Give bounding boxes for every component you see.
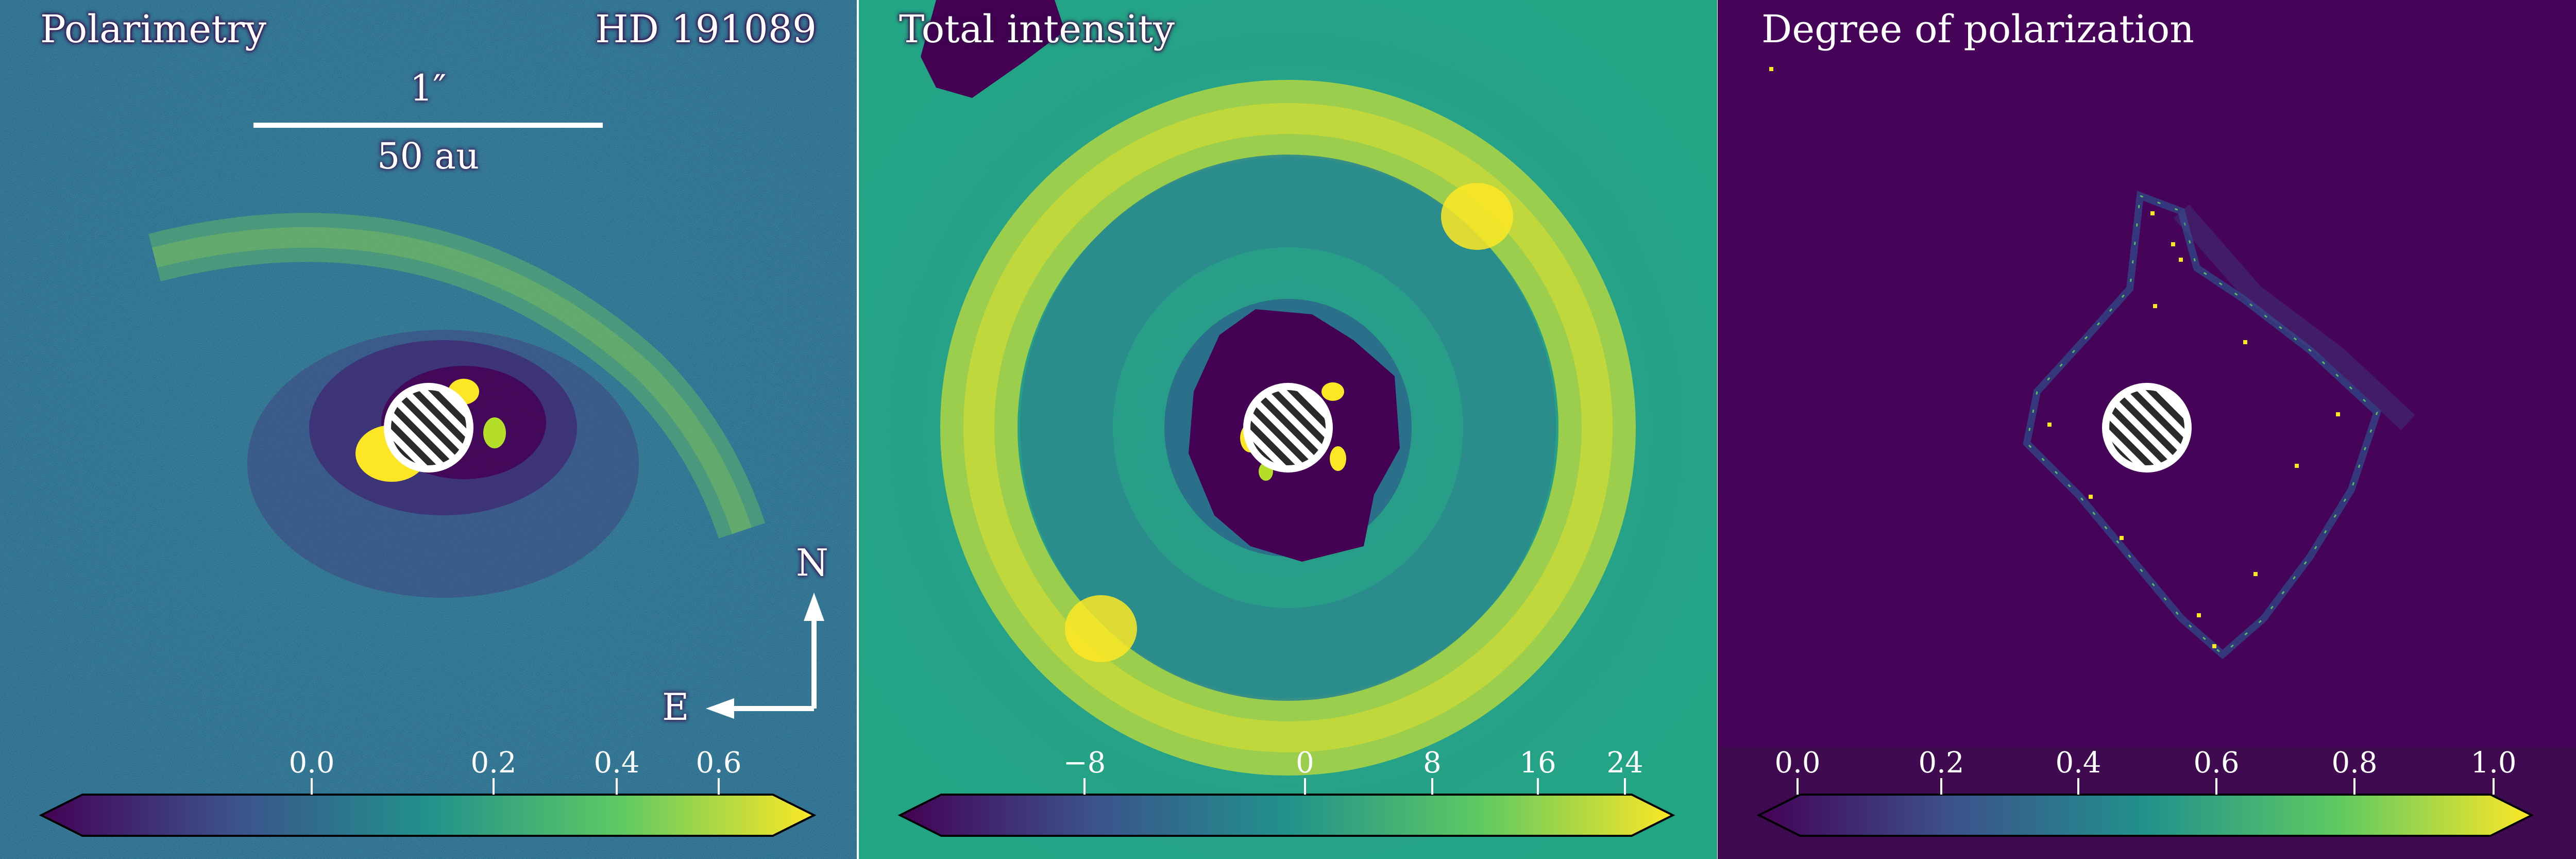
colorbar-tick-label: −8 xyxy=(1063,746,1106,780)
colorbar-tick-label: 0.6 xyxy=(2193,746,2240,780)
colorbar-tick-label: 0.6 xyxy=(696,746,742,780)
scale-physical-label: 50 au xyxy=(377,135,480,177)
panel-title: Degree of polarization xyxy=(1761,7,2194,52)
panel-title: Total intensity xyxy=(899,7,1175,52)
colorbar-tick-label: 0 xyxy=(1296,746,1314,780)
coronagraph-mask xyxy=(1243,383,1333,473)
compass-east-label: E xyxy=(662,685,689,729)
colorbar-tick-label: 0.8 xyxy=(2331,746,2378,780)
colorbar-tick-label: 0.2 xyxy=(470,746,517,780)
panel-title: Polarimetry xyxy=(40,7,267,52)
scale-bar xyxy=(253,123,603,128)
degree-of-polarization-image xyxy=(1718,0,2576,859)
compass-north-label: N xyxy=(796,541,828,584)
colorbar-tick-label: 16 xyxy=(1519,746,1556,780)
polarimetry-image xyxy=(0,0,857,859)
degree-of-polarization-panel: Degree of polarization 0.0 0.2 0.4 0.6 0… xyxy=(1718,0,2576,859)
target-name: HD 191089 xyxy=(595,7,817,52)
colorbar-tick-label: 1.0 xyxy=(2470,746,2517,780)
polarimetry-panel: Polarimetry HD 191089 1″ 50 au N E 0.0 0… xyxy=(0,0,857,859)
colorbar-tick-label: 0.2 xyxy=(1918,746,1964,780)
polarimetry-colorbar xyxy=(39,794,817,837)
total-intensity-colorbar xyxy=(897,794,1675,837)
coronagraph-mask xyxy=(2102,383,2192,473)
degree-of-polarization-colorbar xyxy=(1756,794,2534,837)
colorbar-tick-label: 0.0 xyxy=(289,746,335,780)
colorbar-tick-label: 8 xyxy=(1423,746,1442,780)
scale-angular-label: 1″ xyxy=(410,67,447,109)
colorbar-tick-label: 0.0 xyxy=(1774,746,1821,780)
colorbar-tick-label: 0.4 xyxy=(2055,746,2102,780)
coronagraph-mask xyxy=(384,383,473,473)
colorbar-tick-label: 24 xyxy=(1606,746,1643,780)
colorbar-tick-label: 0.4 xyxy=(594,746,640,780)
total-intensity-panel: Total intensity −8 0 8 16 24 xyxy=(859,0,1717,859)
total-intensity-image xyxy=(859,0,1717,859)
